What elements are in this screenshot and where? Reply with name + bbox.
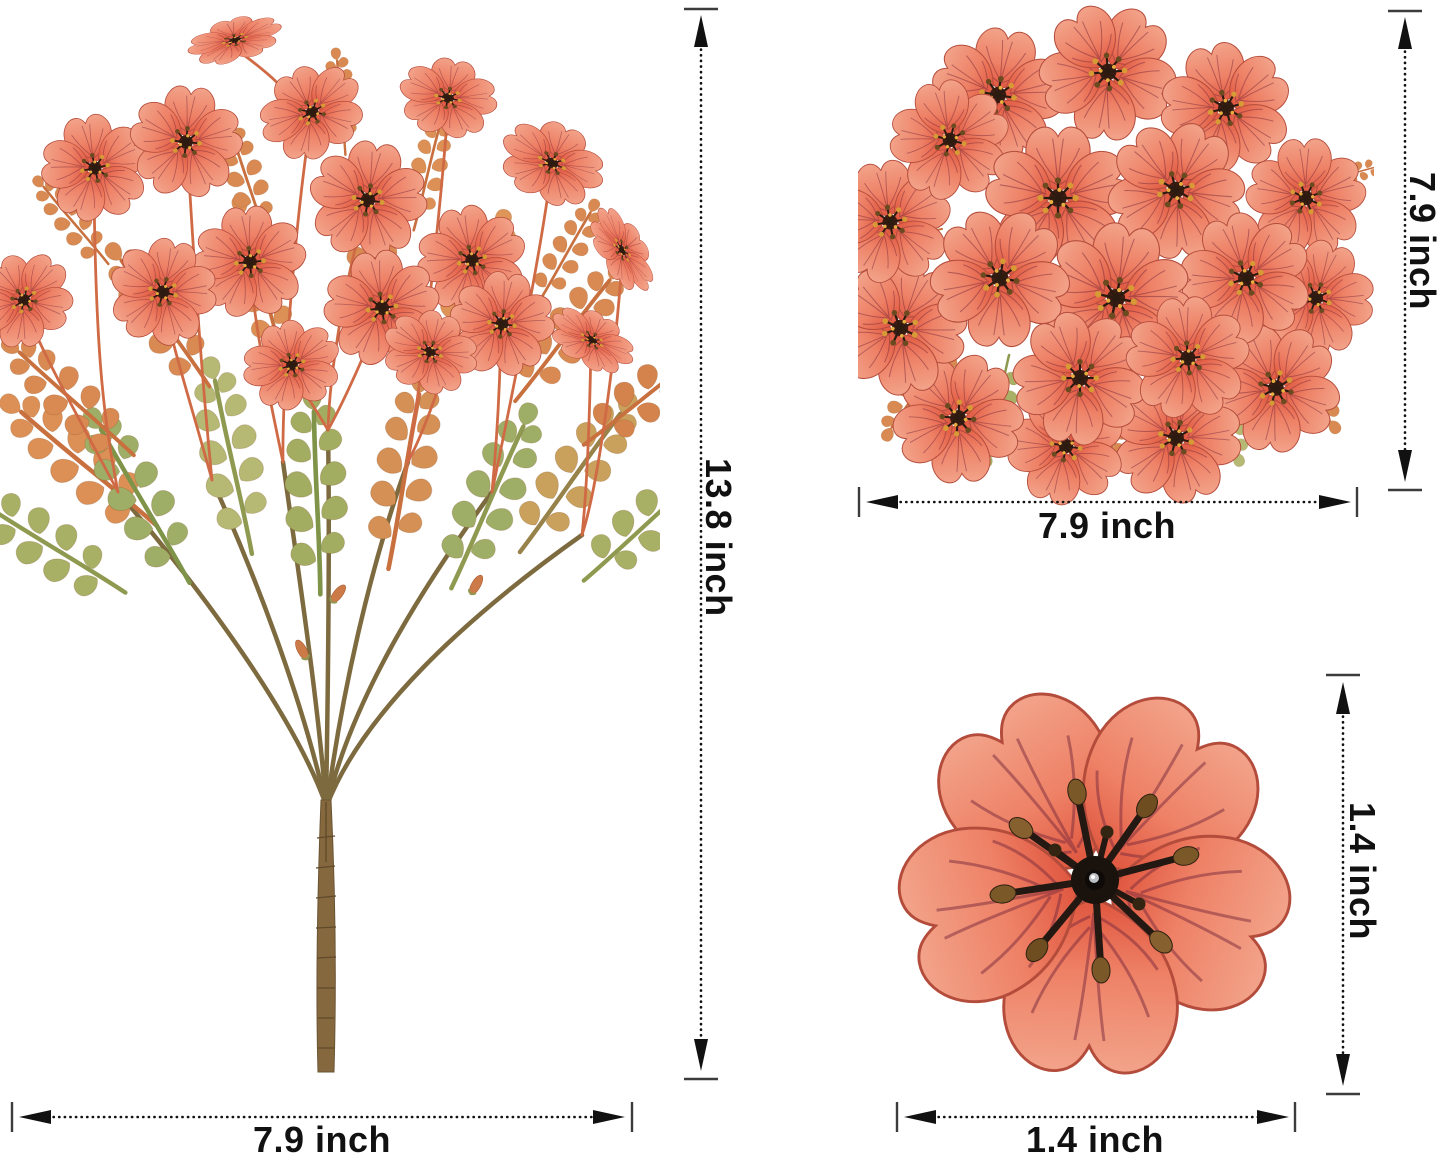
bouquet-main-stem	[315, 799, 337, 1073]
bouquet-side-view-figure	[0, 0, 660, 1073]
dimension-arrow-bouquet-width	[10, 1102, 634, 1132]
dimension-label-cluster-height: 7.9 inch	[1402, 172, 1443, 311]
dimension-label-bouquet-width: 7.9 inch	[252, 1119, 392, 1160]
cluster-top-view-figure	[858, 0, 1374, 520]
dimension-arrow-bouquet-height	[684, 7, 718, 1081]
bouquet-branches	[115, 427, 585, 808]
cluster-flowers	[858, 0, 1374, 520]
dimension-arrow-flower-width	[895, 1102, 1297, 1132]
dimension-arrow-flower-height	[1326, 673, 1360, 1096]
dimension-arrow-cluster-width	[857, 487, 1359, 517]
dimension-arrow-cluster-height	[1388, 9, 1422, 492]
single-flower-figure	[880, 663, 1310, 1093]
dimension-label-flower-height: 1.4 inch	[1342, 802, 1383, 941]
dimension-label-bouquet-height: 13.8 inch	[698, 458, 739, 617]
single-flower-stamens	[989, 778, 1200, 984]
dimension-label-cluster-width: 7.9 inch	[1037, 505, 1177, 546]
dimension-label-flower-width: 1.4 inch	[1025, 1119, 1165, 1160]
